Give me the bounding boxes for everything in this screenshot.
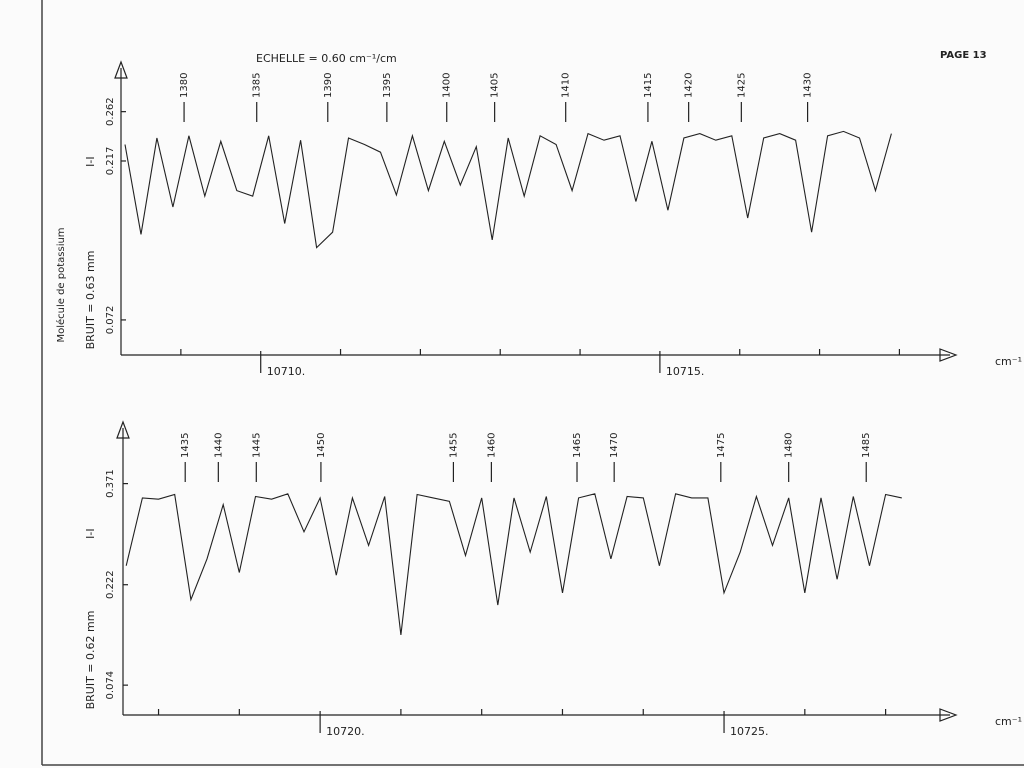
assignment-label: 1415 bbox=[643, 73, 654, 98]
noise-label: BRUIT = 0.63 mm bbox=[84, 251, 97, 350]
assignment-label: 1400 bbox=[442, 73, 453, 98]
y-tick-label: 0.074 bbox=[105, 671, 116, 700]
assignment-label: 1410 bbox=[561, 73, 572, 98]
y-axis-arrow bbox=[116, 420, 130, 439]
assignment-label: 1470 bbox=[609, 433, 620, 458]
assignment-label: 1420 bbox=[684, 73, 695, 98]
y-tick-label: 0.222 bbox=[105, 570, 116, 599]
spectrum-line bbox=[125, 493, 902, 635]
x-axis-arrow bbox=[939, 708, 958, 722]
assignment-label: 1390 bbox=[323, 73, 334, 98]
assignment-label: 1465 bbox=[572, 433, 583, 458]
assignment-label: 1385 bbox=[252, 73, 263, 98]
page-number: PAGE 13 bbox=[940, 50, 987, 61]
y-tick-label: 0.217 bbox=[105, 147, 116, 176]
assignment-label: 1440 bbox=[213, 433, 224, 458]
assignment-label: 1455 bbox=[448, 433, 459, 458]
assignment-label: 1380 bbox=[179, 73, 190, 98]
x-axis-label: cm⁻¹ bbox=[995, 355, 1022, 368]
x-axis-arrow bbox=[939, 348, 958, 362]
spectrum-line bbox=[124, 130, 892, 249]
assignment-label: 1485 bbox=[861, 433, 872, 458]
assignment-label: 1445 bbox=[251, 433, 262, 458]
y-axis-arrow bbox=[114, 60, 128, 79]
x-tick-label: 10710. bbox=[267, 365, 306, 378]
noise-label: BRUIT = 0.62 mm bbox=[84, 611, 97, 710]
y-tick-label: 0.262 bbox=[105, 97, 116, 126]
x-tick-label: 10720. bbox=[326, 725, 365, 738]
assignment-label: 1480 bbox=[784, 433, 795, 458]
assignment-label: 1405 bbox=[490, 73, 501, 98]
assignment-label: 1460 bbox=[486, 433, 497, 458]
assignment-label: 1430 bbox=[803, 73, 814, 98]
x-tick-label: 10715. bbox=[666, 365, 705, 378]
assignment-label: 1435 bbox=[180, 433, 191, 458]
assignment-label: 1450 bbox=[316, 433, 327, 458]
scale-note: ECHELLE = 0.60 cm⁻¹/cm bbox=[256, 52, 397, 65]
y-tick-label: 0.072 bbox=[105, 306, 116, 335]
assignment-label: 1425 bbox=[736, 73, 747, 98]
y-axis-label: I-I bbox=[84, 528, 97, 538]
assignment-label: 1475 bbox=[716, 433, 727, 458]
y-tick-label: 0.371 bbox=[105, 469, 116, 498]
assignment-label: 1395 bbox=[382, 73, 393, 98]
y-axis-label: I-I bbox=[84, 156, 97, 166]
x-tick-label: 10725. bbox=[730, 725, 769, 738]
x-axis-label: cm⁻¹ bbox=[995, 715, 1022, 728]
molecule-label: Molécule de potassium bbox=[55, 227, 67, 342]
